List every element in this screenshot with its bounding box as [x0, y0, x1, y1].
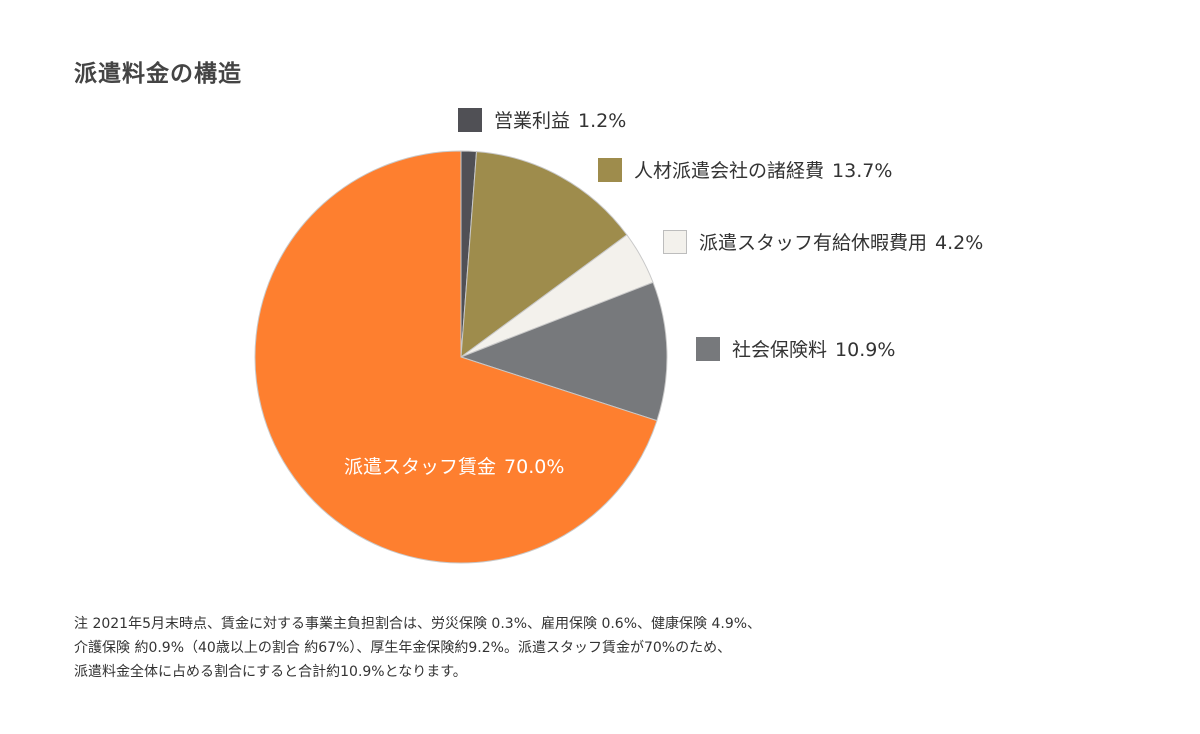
footnote: 注 2021年5月末時点、賃金に対する事業主負担割合は、労災保険 0.3%、雇用…	[74, 612, 761, 684]
pie-slice-agency-expenses	[460, 151, 628, 359]
slice-label-staff-wages: 派遣スタッフ賃金 70.0%	[344, 456, 565, 478]
legend-label: 社会保険料 10.9%	[732, 339, 896, 361]
legend-item-paid-leave-cost: 派遣スタッフ有給休暇費用 4.2%	[663, 228, 983, 255]
footnote-line: 派遣料金全体に占める割合にすると合計約10.9%となります。	[74, 664, 467, 680]
chart-title: 派遣料金の構造	[74, 61, 242, 87]
legend-label: 営業利益 1.2%	[494, 110, 627, 132]
footnote-line: 注 2021年5月末時点、賃金に対する事業主負担割合は、労災保険 0.3%、雇用…	[74, 616, 762, 632]
legend-swatch	[458, 107, 482, 132]
legend-label: 派遣スタッフ有給休暇費用 4.2%	[699, 232, 984, 254]
footnote-line: 介護保険 約0.9%（40歳以上の割合 約67%）、厚生年金保険約9.2%。派遣…	[74, 640, 732, 656]
pie-slice-social-insurance	[459, 281, 668, 422]
legend-item-agency-expenses: 人材派遣会社の諸経費 13.7%	[598, 156, 892, 183]
legend-label: 人材派遣会社の諸経費 13.7%	[634, 160, 893, 182]
legend-swatch	[598, 157, 622, 182]
legend-item-social-insurance: 社会保険料 10.9%	[696, 335, 895, 362]
pie-slice-staff-wages	[254, 150, 658, 564]
legend-item-operating-profit: 営業利益 1.2%	[458, 106, 626, 133]
legend-swatch	[696, 336, 720, 361]
legend-swatch	[663, 229, 687, 254]
